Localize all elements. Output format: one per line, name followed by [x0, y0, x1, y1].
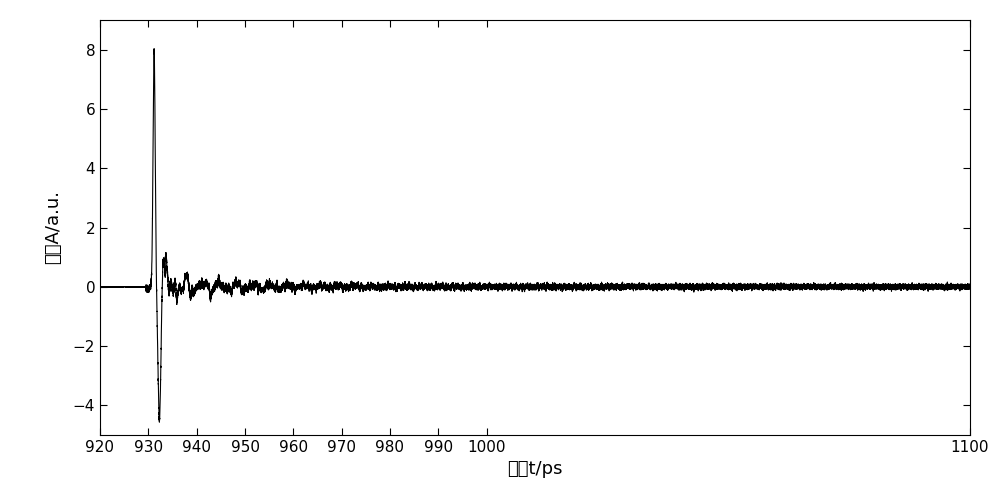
- X-axis label: 时间t/ps: 时间t/ps: [507, 460, 563, 478]
- Y-axis label: 幅值A/a.u.: 幅值A/a.u.: [44, 190, 62, 264]
